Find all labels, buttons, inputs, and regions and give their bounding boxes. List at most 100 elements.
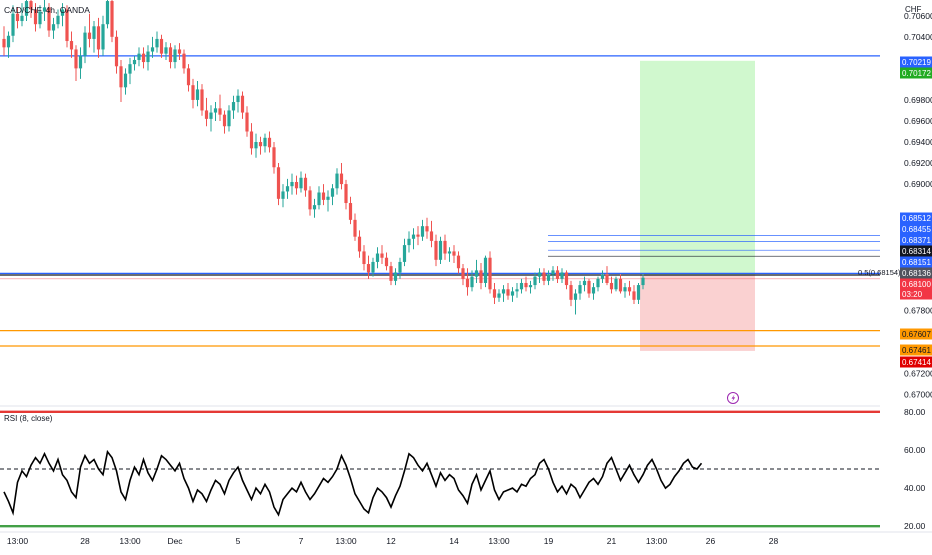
candle-body-23 <box>105 1 110 25</box>
candle-body-21 <box>96 26 101 50</box>
candle-body-98 <box>443 240 447 254</box>
price-tag-bg-5 <box>900 245 932 257</box>
price-tags: 0.70219 0.70172 0.68512 0.68455 0.68371 0.683… <box>900 56 932 368</box>
candle-body-101 <box>456 255 461 269</box>
time-axis[interactable]: 13:00 28 13:00 Dec 5 7 13:00 12 14 13:00 19 21 13:00… <box>0 531 932 546</box>
candle-body-104 <box>470 276 474 288</box>
candle-body-110 <box>497 293 501 298</box>
price-tick-2: 0.69800 <box>904 95 932 105</box>
position-loss-zone <box>640 274 755 351</box>
candle-body-41 <box>186 68 191 86</box>
candle-body-115 <box>519 282 524 290</box>
candle-body-53 <box>240 95 245 113</box>
time-tick-2: 13:00 <box>119 536 141 546</box>
candle-body-102 <box>461 268 465 279</box>
candle-body-67 <box>303 177 308 191</box>
rsi-tick-0: 80.00 <box>904 407 926 417</box>
time-tick-13: 26 <box>706 536 716 546</box>
price-tag-bg-11 <box>900 344 932 356</box>
candle-body-100 <box>452 251 456 256</box>
candle-body-84 <box>380 253 384 258</box>
candle-body-75 <box>339 173 344 185</box>
candle-body-38 <box>173 49 177 63</box>
candle-body-111 <box>501 289 506 294</box>
candle-body-108 <box>488 257 492 290</box>
candle-body-4 <box>20 15 24 22</box>
candle-body-47 <box>213 108 218 113</box>
candle-body-109 <box>492 289 497 298</box>
candle-body-118 <box>533 276 537 286</box>
price-tag-12: 0.67414 <box>900 356 932 368</box>
candle-body-129 <box>582 280 587 286</box>
candle-body-141 <box>636 285 641 300</box>
rsi-pane <box>0 405 880 528</box>
time-tick-4: 5 <box>236 536 241 546</box>
candle-body-124 <box>560 272 564 279</box>
candle-body-65 <box>294 181 299 189</box>
candle-body-28 <box>128 64 132 74</box>
price-tag-text-4: 0.68371 <box>902 236 931 245</box>
price-tag-11: 0.67461 <box>900 344 932 356</box>
candle-body-16 <box>74 49 78 69</box>
candle-body-54 <box>245 112 249 132</box>
candle-body-94 <box>425 226 429 232</box>
candle-body-9 <box>42 7 47 12</box>
candle-body-69 <box>312 205 317 210</box>
candle-body-45 <box>204 110 209 119</box>
candle-body-114 <box>515 289 519 292</box>
position-profit-zone <box>640 60 755 275</box>
candle-body-113 <box>510 291 515 296</box>
candle-body-130 <box>587 280 591 294</box>
price-tag-text-12: 0.67414 <box>902 358 931 367</box>
candle-body-77 <box>348 203 353 220</box>
candle-body-46 <box>209 112 213 119</box>
candle-body-57 <box>258 142 263 147</box>
time-tick-7: 12 <box>386 536 396 546</box>
candle-body-117 <box>528 285 533 288</box>
candle-body-56 <box>254 142 258 149</box>
candle-body-33 <box>150 47 155 52</box>
price-tag-bg-0 <box>900 56 932 68</box>
price-tag-10: 0.67607 <box>900 328 932 340</box>
rsi-tick-3: 20.00 <box>904 521 926 531</box>
time-tick-8: 14 <box>449 536 459 546</box>
time-tick-3: Dec <box>167 536 183 546</box>
price-tag-text-8: 0.68100 <box>902 280 931 289</box>
candle-body-132 <box>596 278 600 288</box>
lightning-icon[interactable] <box>727 392 739 404</box>
candle-body-140 <box>632 291 636 300</box>
candle-body-127 <box>573 293 578 300</box>
candle-body-120 <box>542 272 546 281</box>
price-tick-3: 0.69600 <box>904 116 932 126</box>
price-tag-text-1: 0.70172 <box>902 69 931 78</box>
candle-body-90 <box>407 238 411 246</box>
price-tag-text-3: 0.68455 <box>902 225 931 234</box>
candle-body-39 <box>177 49 182 54</box>
candle-body-92 <box>416 234 420 237</box>
price-tag-text-6: 0.68151 <box>902 258 931 267</box>
candle-body-31 <box>141 53 146 63</box>
time-tick-5: 7 <box>299 536 304 546</box>
candle-body-3 <box>15 13 20 22</box>
candle-body-107 <box>483 257 488 283</box>
candles <box>2 0 645 315</box>
candle-body-63 <box>285 186 290 192</box>
time-tick-9: 13:00 <box>488 536 510 546</box>
time-tick-1: 28 <box>80 536 90 546</box>
candle-body-22 <box>101 24 105 50</box>
price-tick-10: 0.67000 <box>904 389 932 399</box>
price-tag-3: 0.68455 <box>900 223 932 235</box>
candle-body-70 <box>317 192 321 206</box>
candle-body-128 <box>578 285 582 294</box>
candle-body-55 <box>249 131 254 149</box>
candle-body-32 <box>146 51 150 63</box>
candle-body-131 <box>591 287 596 294</box>
candle-body-74 <box>335 173 339 189</box>
candle-body-119 <box>537 272 542 277</box>
candle-body-106 <box>479 270 483 283</box>
candle-body-2 <box>11 13 15 36</box>
candle-body-79 <box>357 236 362 252</box>
candle-body-58 <box>263 137 267 147</box>
candle-body-36 <box>164 47 168 54</box>
